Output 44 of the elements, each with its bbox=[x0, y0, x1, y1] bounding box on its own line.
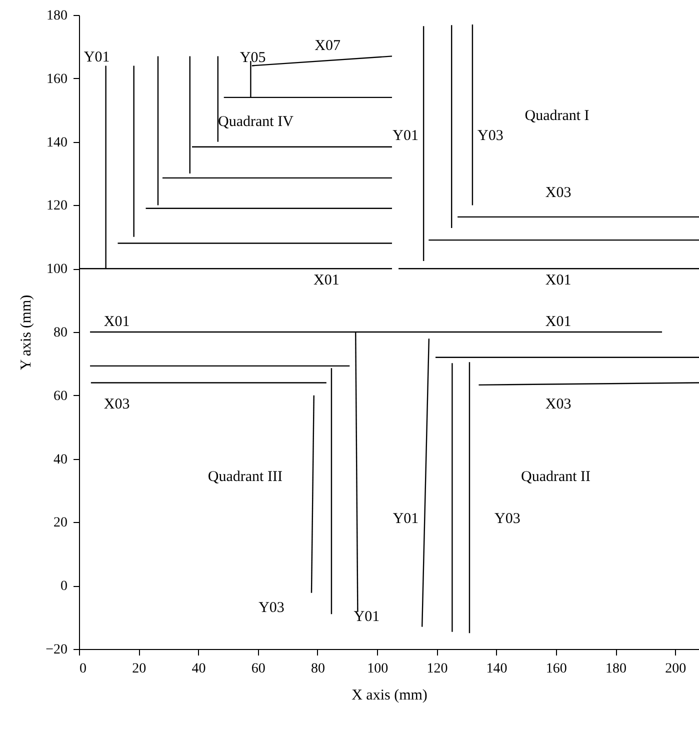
annotation: Y05 bbox=[240, 50, 266, 66]
y-axis-title: Y axis (mm) bbox=[18, 294, 35, 370]
x-tick-label: 140 bbox=[486, 662, 508, 676]
x-tick-label: 120 bbox=[426, 662, 448, 676]
annotation: Y01 bbox=[84, 50, 110, 66]
annotation: X07 bbox=[314, 38, 342, 54]
annotation: Y01 bbox=[354, 608, 380, 625]
y-tick-label: −20 bbox=[46, 642, 68, 658]
y-tick-label: 20 bbox=[54, 516, 68, 531]
y-tick-label: 0 bbox=[60, 579, 68, 594]
annotation: X01 bbox=[545, 314, 572, 330]
annotation: X03 bbox=[104, 396, 130, 413]
y-tick-label: 80 bbox=[54, 326, 68, 340]
annotation: X03 bbox=[545, 396, 572, 412]
x-tick-label: 0 bbox=[80, 662, 86, 676]
annotation: X03 bbox=[545, 184, 572, 201]
x-tick-label: 180 bbox=[606, 662, 627, 676]
y-tick-label: 180 bbox=[46, 8, 68, 24]
y-tick-label: 60 bbox=[54, 388, 68, 404]
y-tick-label: 140 bbox=[46, 135, 68, 150]
x-tick-label: 160 bbox=[546, 662, 567, 676]
x-tick-label: 20 bbox=[132, 662, 146, 676]
x-tick-label: 80 bbox=[310, 662, 325, 676]
y-tick-label: 160 bbox=[46, 72, 68, 87]
annotation: X01 bbox=[545, 272, 572, 289]
annotation: Y03 bbox=[258, 600, 284, 616]
annotation: X01 bbox=[313, 272, 340, 289]
y-tick-label: 120 bbox=[46, 198, 68, 214]
x-tick-label: 60 bbox=[251, 662, 266, 676]
annotation: Quadrant I bbox=[524, 108, 590, 124]
annotation: Quadrant II bbox=[521, 468, 591, 485]
annotation: Quadrant III bbox=[208, 468, 282, 485]
x-tick-label: 200 bbox=[665, 662, 686, 676]
x-axis-title: X axis (mm) bbox=[352, 688, 428, 704]
annotation: Quadrant IV bbox=[218, 114, 294, 130]
annotation: Y03 bbox=[478, 128, 504, 144]
y-tick-label: 40 bbox=[54, 452, 68, 468]
x-tick-label: 40 bbox=[192, 662, 206, 676]
x-tick-label: 100 bbox=[367, 662, 388, 676]
annotation: Y01 bbox=[392, 511, 419, 528]
annotation: Y01 bbox=[392, 128, 418, 144]
annotation: Y03 bbox=[494, 511, 520, 528]
annotation: X01 bbox=[104, 314, 130, 330]
y-tick-label: 100 bbox=[46, 262, 68, 278]
